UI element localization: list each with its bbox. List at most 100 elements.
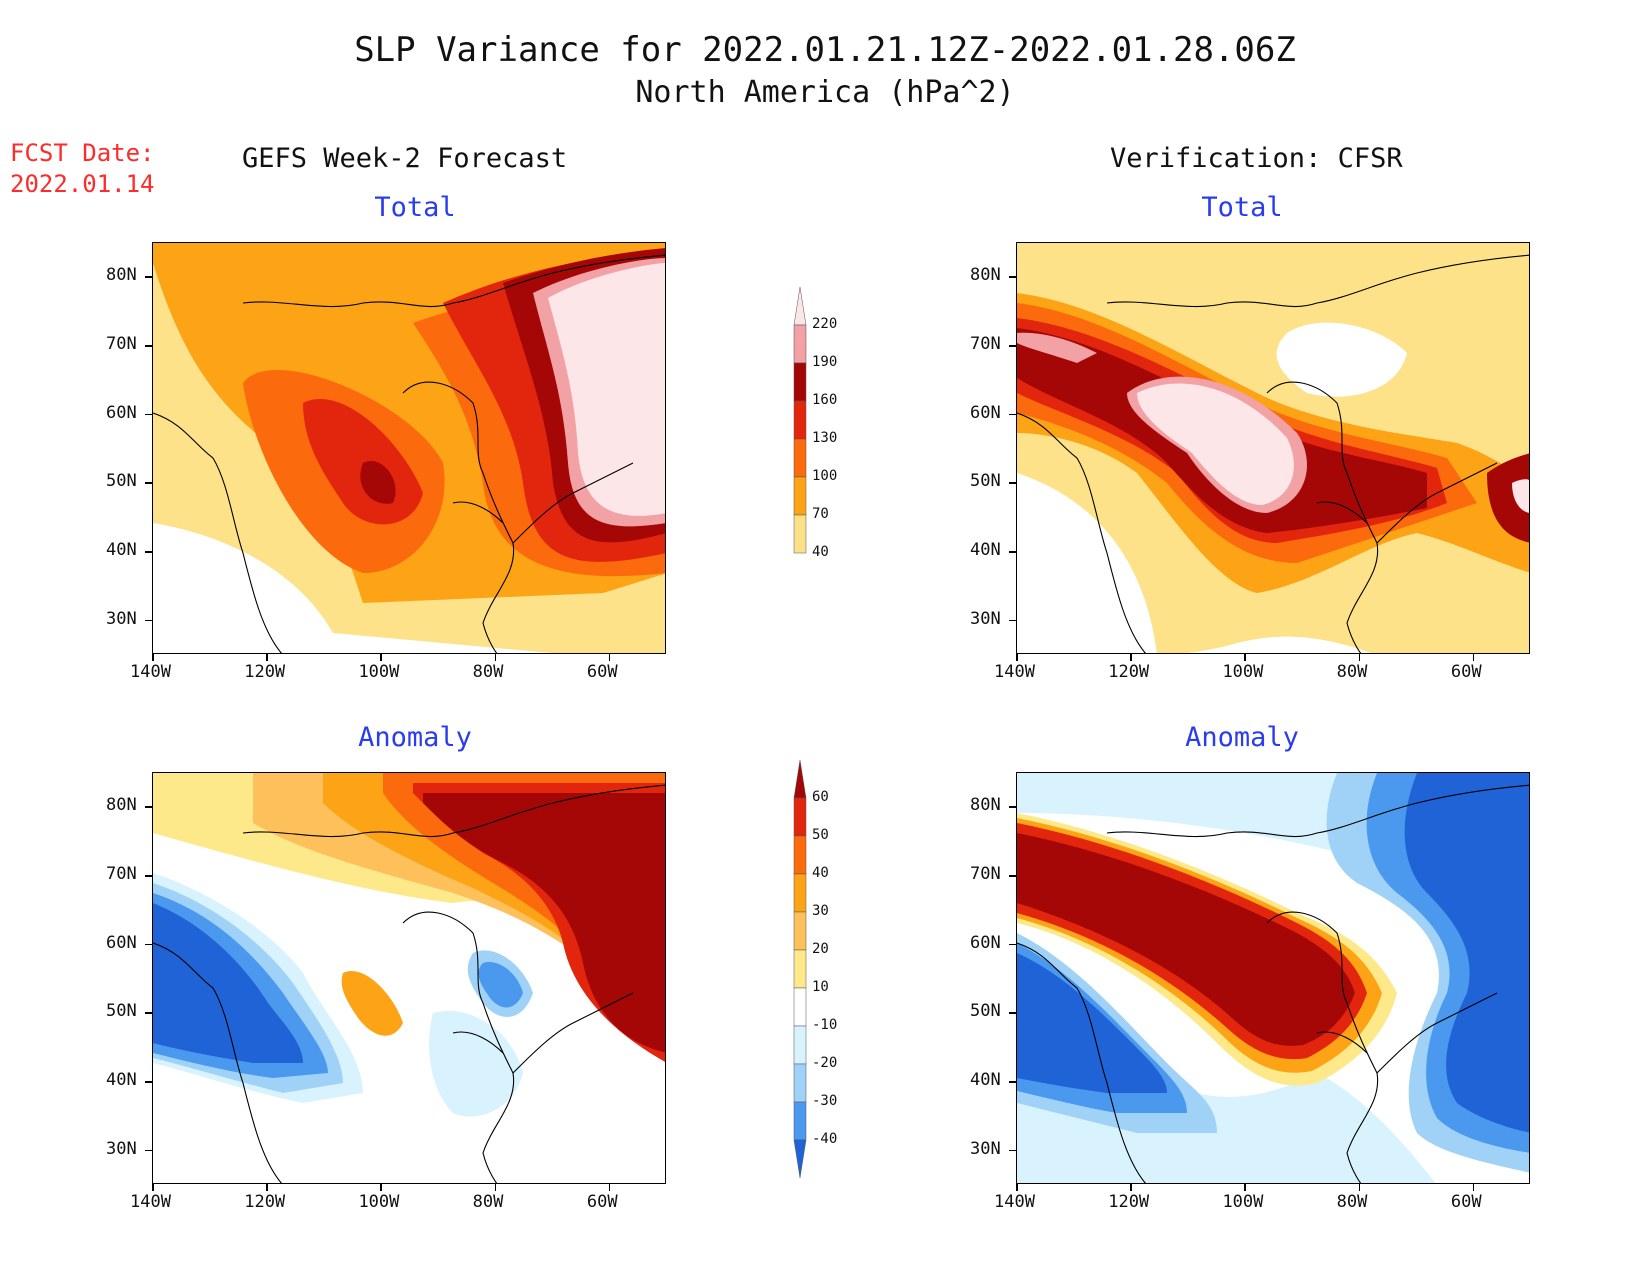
lat-tick-mark <box>145 551 152 553</box>
lon-tick-mark <box>1472 654 1475 661</box>
lat-tick-label-verification-total: 60N <box>970 402 1001 423</box>
lon-tick-label-verification-anomaly: 60W <box>1450 1192 1482 1212</box>
panel-title-forecast-anomaly: Anomaly <box>358 722 472 753</box>
map-forecast-anomaly-field <box>153 773 665 1183</box>
lon-tick-mark <box>266 1184 268 1191</box>
main-subtitle: North America (hPa^2) <box>635 75 1015 110</box>
main-title: SLP Variance for 2022.01.21.12Z-2022.01.… <box>354 30 1296 70</box>
lat-tick-label-forecast-anomaly: 70N <box>106 864 137 884</box>
lon-tick-mark <box>1358 654 1361 661</box>
lon-tick-label-forecast-total: 140W <box>130 662 171 682</box>
lat-tick-label-forecast-total: 30N <box>106 608 137 629</box>
lon-tick-mark <box>494 654 497 661</box>
lat-tick-label-forecast-anomaly: 60N <box>106 932 137 953</box>
map-verification-total <box>1016 242 1530 654</box>
lon-tick-label-verification-total: 100W <box>1222 662 1264 682</box>
lat-tick-mark <box>145 1012 152 1014</box>
lat-tick-label-verification-anomaly: 70N <box>970 864 1001 884</box>
colorbar-level-label: 30 <box>812 903 829 919</box>
cbar-anom-svg <box>793 759 807 1179</box>
lon-tick-label-verification-anomaly: 140W <box>994 1192 1035 1212</box>
lat-tick-mark <box>1009 619 1016 622</box>
lat-tick-mark <box>1009 806 1016 808</box>
map-forecast-total-field <box>153 243 665 653</box>
lat-tick-label-forecast-total: 80N <box>106 265 137 286</box>
colorbar-level-label: -20 <box>812 1055 838 1071</box>
colorbar-level-label: 60 <box>812 789 829 805</box>
lon-tick-mark <box>608 1184 611 1191</box>
lat-tick-mark <box>145 1081 152 1083</box>
lon-tick-mark <box>1244 654 1246 661</box>
lon-tick-mark <box>1130 654 1132 661</box>
colorbar-swatch <box>793 400 807 440</box>
panel-title-verification-total: Total <box>1201 192 1283 223</box>
lat-tick-mark <box>145 413 152 416</box>
panel-title-forecast-total: Total <box>374 192 456 223</box>
lat-tick-mark <box>1009 482 1016 484</box>
colorbar-swatch <box>793 911 807 951</box>
lat-tick-mark <box>1009 943 1016 946</box>
lon-tick-label-forecast-anomaly: 100W <box>358 1192 400 1212</box>
lat-tick-mark <box>145 345 152 347</box>
map-forecast-anomaly <box>152 772 666 1184</box>
lat-tick-label-forecast-total: 50N <box>106 471 137 492</box>
lat-tick-mark <box>145 943 152 946</box>
lon-tick-label-forecast-total: 100W <box>358 662 400 682</box>
lon-tick-mark <box>1016 654 1018 661</box>
colorbar-total: 220 190 160 130 100 70 40 <box>790 285 850 620</box>
colorbar-level-label: 160 <box>812 392 838 408</box>
colorbar-level-label: 40 <box>812 865 829 881</box>
forecast-date-value: 2022.01.14 <box>10 170 155 198</box>
colorbar-swatch <box>793 835 807 875</box>
lat-tick-mark <box>145 619 152 622</box>
lat-tick-label-verification-anomaly: 30N <box>970 1138 1001 1159</box>
lat-tick-label-verification-anomaly: 40N <box>970 1070 1001 1090</box>
lat-tick-label-verification-total: 80N <box>970 265 1001 286</box>
cbar-total-svg <box>793 286 807 554</box>
colorbar-swatch <box>793 476 807 516</box>
forecast-date-label: FCST Date: <box>10 139 155 167</box>
lon-tick-label-forecast-total: 80W <box>472 662 504 682</box>
lon-tick-mark <box>152 654 154 661</box>
lon-tick-mark <box>1358 1184 1361 1191</box>
colorbar-anomaly: 60 50 40 30 20 10 -10 -20 -30 -40 <box>790 758 850 1210</box>
lat-tick-label-verification-anomaly: 50N <box>970 1001 1001 1022</box>
lat-tick-mark <box>1009 1081 1016 1083</box>
colorbar-level-label: 70 <box>812 506 829 522</box>
colorbar-level-label: -40 <box>812 1131 838 1147</box>
colorbar-level-label: 100 <box>812 468 838 484</box>
lon-tick-label-verification-total: 140W <box>994 662 1035 682</box>
lon-tick-mark <box>494 1184 497 1191</box>
lat-tick-label-forecast-total: 60N <box>106 402 137 423</box>
colorbar-swatch <box>793 987 807 1027</box>
lon-tick-mark <box>1472 1184 1475 1191</box>
colorbar-swatch <box>793 873 807 913</box>
lon-tick-mark <box>380 654 382 661</box>
colorbar-level-label: 10 <box>812 979 829 995</box>
lat-tick-label-forecast-anomaly: 40N <box>106 1070 137 1090</box>
colorbar-level-label: -30 <box>812 1093 838 1109</box>
lat-tick-label-verification-anomaly: 80N <box>970 795 1001 816</box>
lon-tick-label-forecast-anomaly: 60W <box>586 1192 618 1212</box>
colorbar-level-label: 190 <box>812 354 838 370</box>
lat-tick-label-forecast-total: 70N <box>106 334 137 354</box>
lat-tick-mark <box>145 482 152 484</box>
map-verification-anomaly-field <box>1017 773 1529 1183</box>
map-forecast-total <box>152 242 666 654</box>
lat-tick-mark <box>145 806 152 808</box>
lon-tick-label-forecast-total: 120W <box>244 662 286 682</box>
panel-title-verification-anomaly: Anomaly <box>1185 722 1299 753</box>
lon-tick-label-forecast-anomaly: 140W <box>130 1192 171 1212</box>
lat-tick-mark <box>145 276 152 278</box>
colorbar-level-label: 40 <box>812 544 829 560</box>
lat-tick-mark <box>145 875 152 877</box>
lat-tick-label-verification-total: 30N <box>970 608 1001 629</box>
forecast-date: FCST Date: 2022.01.14 <box>10 138 155 200</box>
colorbar-level-label: 130 <box>812 430 838 446</box>
lat-tick-label-forecast-total: 40N <box>106 540 137 560</box>
colorbar-swatch <box>793 1101 807 1141</box>
lat-tick-mark <box>1009 276 1016 278</box>
lat-tick-label-verification-total: 70N <box>970 334 1001 354</box>
lon-tick-mark <box>1130 1184 1132 1191</box>
colorbar-swatch <box>793 514 807 554</box>
